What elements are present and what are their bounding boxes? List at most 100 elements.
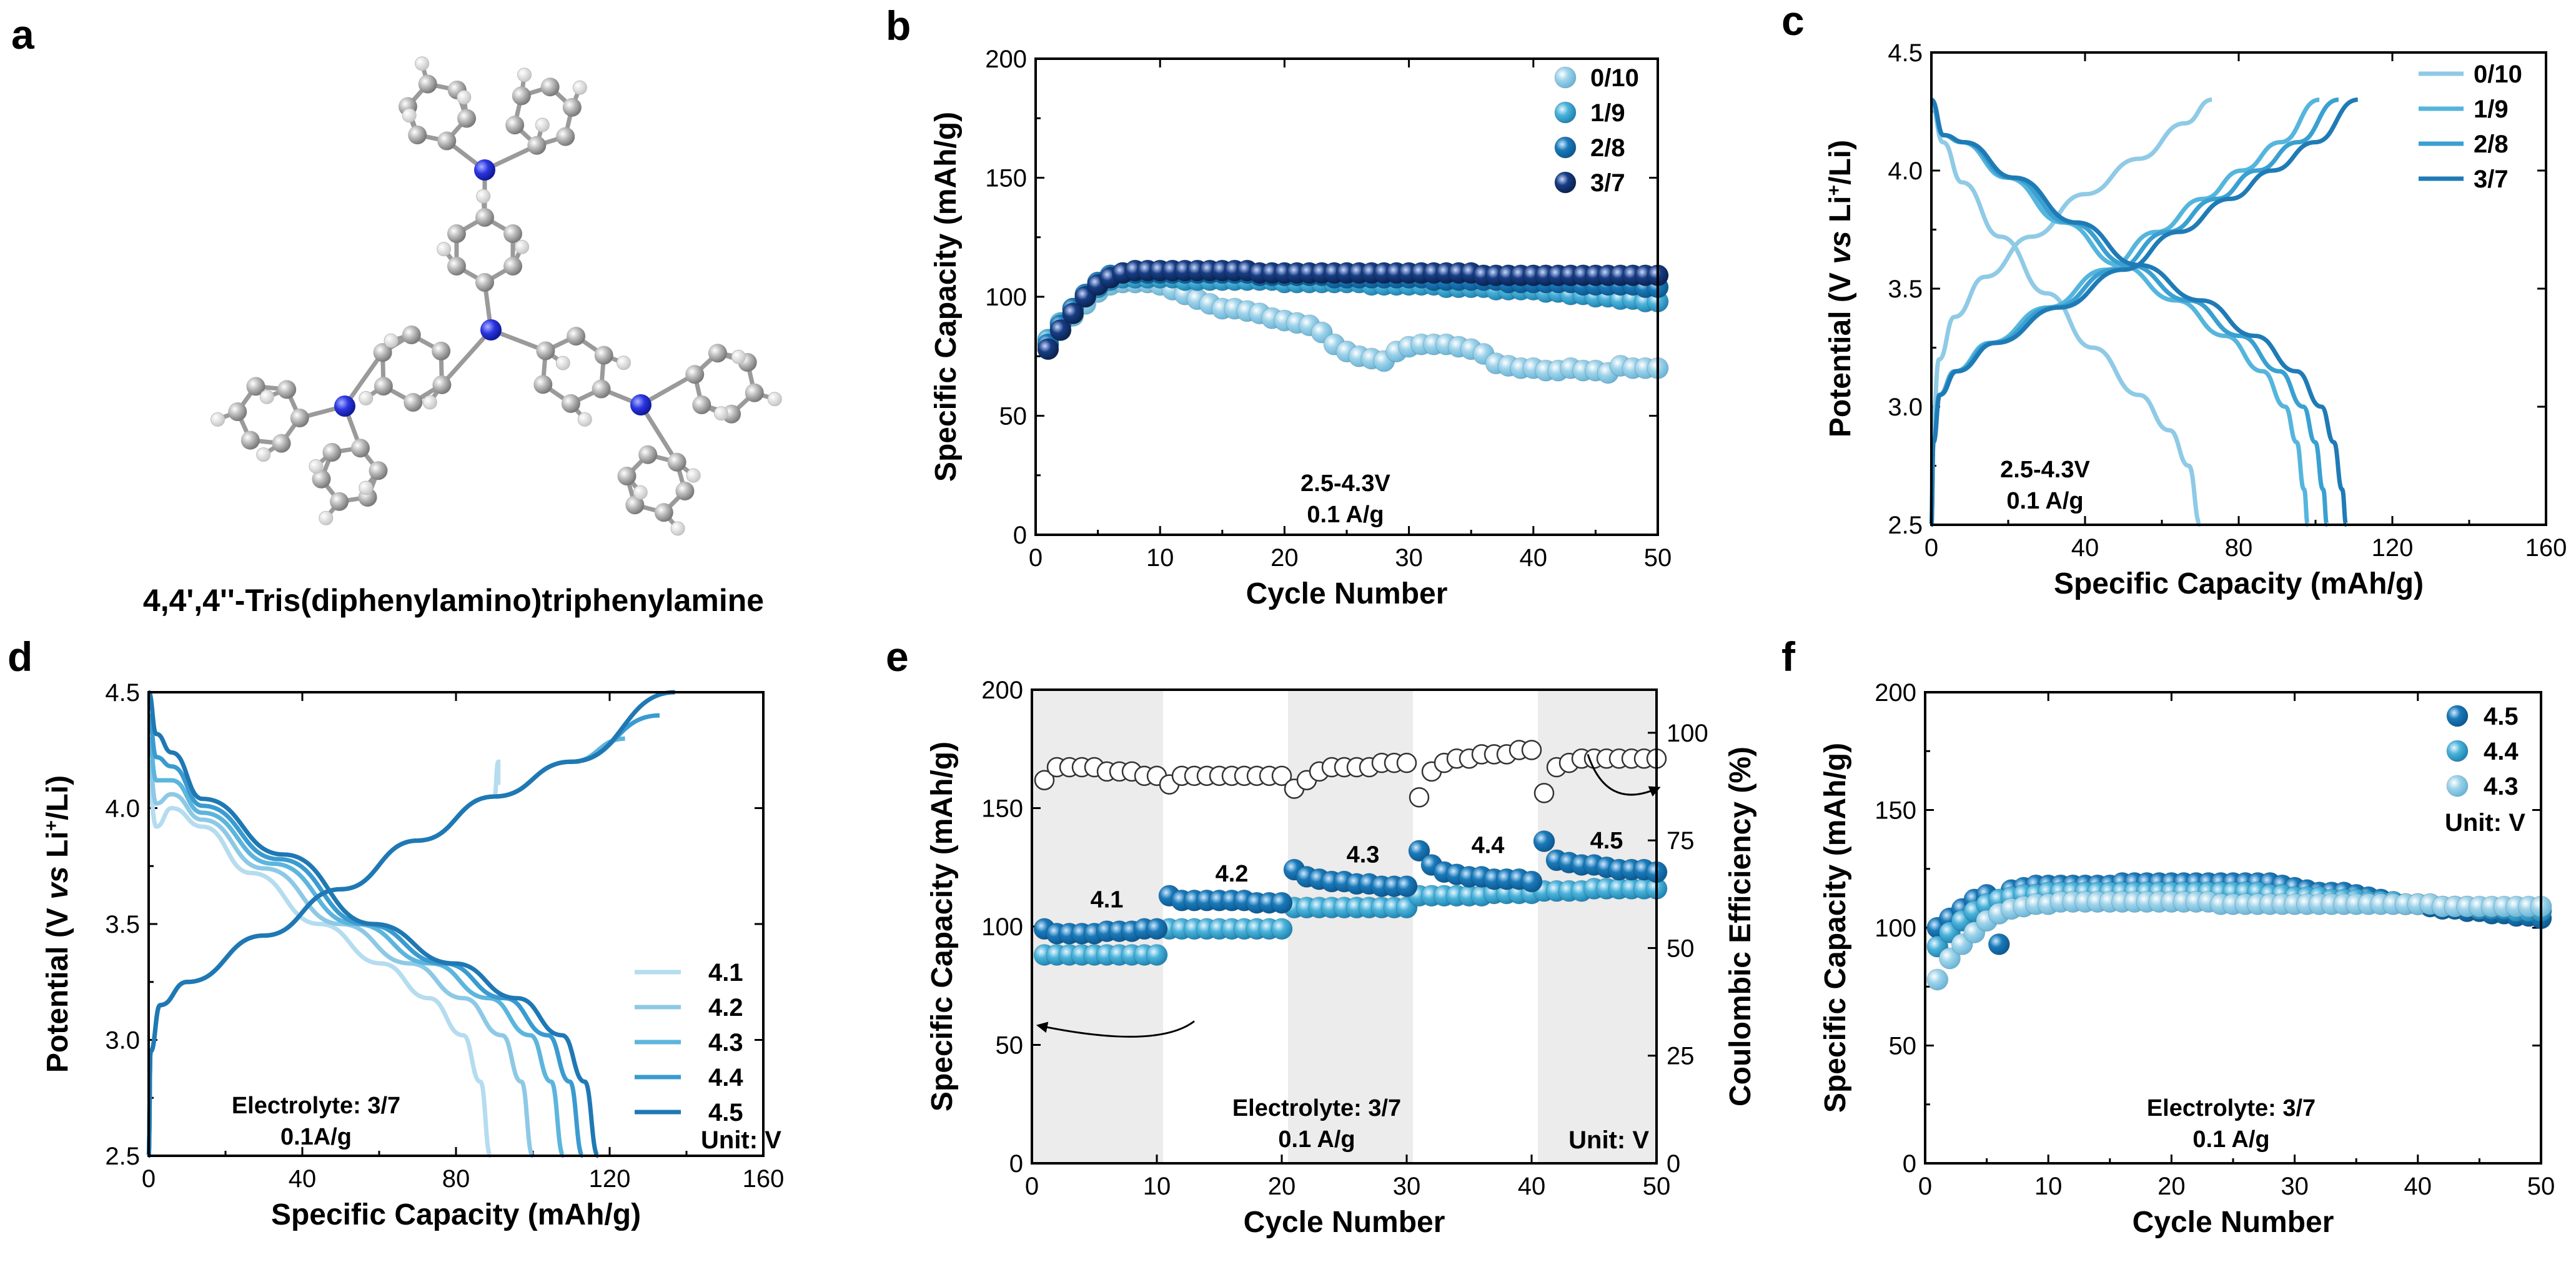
- panel-letter-a: a: [11, 11, 35, 57]
- ce-point: [1034, 770, 1055, 790]
- carbon-atom: [290, 408, 309, 427]
- annotation: 0.1A/g: [280, 1124, 352, 1150]
- y2-tick-label: 25: [1667, 1043, 1695, 1070]
- x-tick-label: 20: [1271, 544, 1299, 572]
- hydrogen-atom: [437, 242, 452, 257]
- legend-label: 0/10: [1590, 64, 1639, 92]
- annotation: 0.1 A/g: [2192, 1126, 2269, 1153]
- y-axis-label: Specific Capacity (mAh/g): [1819, 743, 1852, 1113]
- x-tick-label: 120: [589, 1165, 631, 1193]
- y-axis-label: Potential (V vs Li+/Li): [41, 775, 75, 1073]
- x-tick-label: 120: [2372, 534, 2414, 562]
- legend-label: 1/9: [2474, 96, 2509, 123]
- y-tick-label: 3.0: [1888, 394, 1923, 421]
- bond: [343, 351, 385, 408]
- legend-marker: [2446, 740, 2469, 762]
- x-tick-label: 0: [142, 1165, 156, 1193]
- legend-label: 4.1: [708, 959, 743, 986]
- segment-label: 4.3: [1347, 842, 1380, 868]
- carbon-atom: [592, 379, 611, 399]
- hydrogen-atom: [515, 239, 530, 254]
- capacity-point-charge: [1533, 830, 1555, 853]
- x-tick-label: 20: [2157, 1173, 2186, 1200]
- panel-letter-e: e: [886, 634, 909, 680]
- y-axis-label: Specific Capacity (mAh/g): [926, 742, 959, 1111]
- y-tick-label: 50: [999, 403, 1028, 430]
- discharge-curve-3/7: [1930, 97, 2349, 527]
- carbon-atom: [272, 434, 291, 453]
- hydrogen-atom: [670, 521, 685, 536]
- panel-letter-b: b: [886, 2, 911, 49]
- carbon-atom: [667, 452, 686, 472]
- molecule-caption: 4,4',4''-Tris(diphenylamino)triphenylami…: [143, 583, 764, 618]
- hydrogen-atom: [731, 349, 746, 364]
- y2-axis-label: Coulombic Efficiency (%): [1724, 747, 1757, 1106]
- segment-label: 4.4: [1472, 833, 1505, 859]
- carbon-atom: [432, 341, 451, 360]
- y-tick-label: 2.5: [105, 1143, 140, 1170]
- hydrogen-atom: [457, 90, 472, 105]
- hydrogen-atom: [517, 67, 532, 82]
- y-axis-label: Potential (V vs Li+/Li): [1824, 140, 1858, 437]
- unit-label: Unit: V: [2445, 809, 2525, 837]
- y-tick-label: 3.0: [105, 1027, 140, 1055]
- carbon-atom: [505, 116, 525, 135]
- carbon-atom: [625, 495, 645, 515]
- y2-tick-label: 100: [1667, 720, 1708, 747]
- plot-frame: [1031, 688, 1658, 1165]
- hydrogen-atom: [319, 510, 334, 525]
- x-axis-label: Cycle Number: [1246, 577, 1448, 610]
- molecule-structure: [211, 56, 782, 536]
- hydrogen-atom: [384, 333, 399, 348]
- hydrogen-atom: [476, 189, 491, 204]
- x-tick-label: 0: [1029, 544, 1043, 572]
- legend-marker: [2446, 775, 2469, 797]
- carbon-atom: [330, 492, 349, 511]
- panel-letter-c: c: [1781, 0, 1805, 44]
- carbon-atom: [228, 402, 247, 422]
- hydrogen-atom: [633, 485, 648, 500]
- carbon-atom: [240, 430, 260, 450]
- legend-label: 1/9: [1590, 99, 1625, 127]
- plot-frame: [1924, 691, 2542, 1165]
- x-tick-label: 40: [1520, 544, 1548, 572]
- nitrogen-atom: [480, 319, 502, 340]
- carbon-atom: [404, 392, 423, 412]
- legend-marker: [1554, 66, 1577, 89]
- data-point-4.5: [1988, 933, 2010, 955]
- carbon-atom: [369, 461, 388, 480]
- carbon-atom: [246, 377, 265, 396]
- plot-frame: [1930, 51, 2547, 526]
- bond: [440, 328, 493, 387]
- x-tick-label: 80: [442, 1165, 470, 1193]
- x-axis-label: Specific Capacity (mAh/g): [2054, 567, 2424, 600]
- hydrogen-atom: [767, 392, 782, 407]
- carbon-atom: [638, 445, 658, 464]
- legend-label: 3/7: [1590, 169, 1625, 197]
- carbon-atom: [594, 345, 613, 365]
- carbon-atom: [675, 482, 695, 501]
- hydrogen-atom: [686, 468, 701, 483]
- y-tick-label: 100: [1875, 915, 1916, 942]
- hydrogen-atom: [422, 395, 437, 410]
- y-tick-label: 150: [981, 795, 1023, 823]
- discharge-curve-4.1: [146, 782, 493, 1158]
- hydrogen-atom: [415, 56, 430, 71]
- annotation: 2.5-4.3V: [1300, 470, 1390, 497]
- x-tick-label: 40: [1518, 1173, 1546, 1200]
- panel-d-chart: 0 40 80 120 160 2.5 3.0 3.5 4.0 4.5 Specific Capac…: [41, 679, 785, 1231]
- y-tick-label: 4.5: [1888, 39, 1923, 67]
- ce-point: [1396, 752, 1417, 773]
- ce-point: [1271, 765, 1292, 787]
- hydrogen-atom: [359, 480, 374, 495]
- y2-tick-label: 75: [1667, 827, 1695, 855]
- carbon-atom: [457, 109, 477, 128]
- y-tick-label: 0: [1013, 522, 1027, 549]
- panel-letter-d: d: [7, 634, 32, 680]
- y-tick-label: 100: [985, 284, 1027, 311]
- x-tick-label: 10: [2034, 1173, 2063, 1200]
- carbon-atom: [418, 74, 437, 94]
- x-tick-label: 40: [289, 1165, 317, 1193]
